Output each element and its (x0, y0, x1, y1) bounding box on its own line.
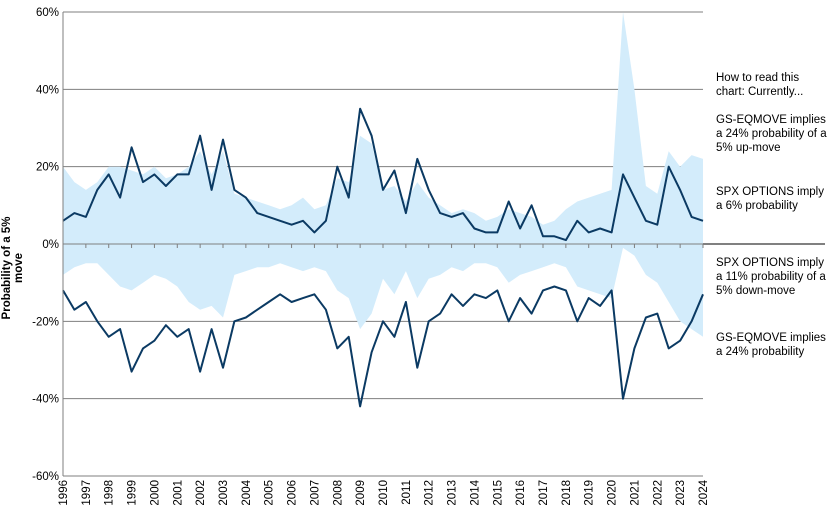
x-tick-label: 2019 (584, 480, 596, 506)
x-tick-label: 2011 (401, 480, 413, 505)
x-tick-label: 2024 (698, 479, 710, 505)
annotation-down-spx: SPX OPTIONS imply a 11% probability of a… (716, 257, 826, 297)
x-tick-label: 2010 (378, 480, 390, 506)
y-tick-label: 20% (36, 162, 59, 174)
x-tick-label: 2002 (195, 480, 207, 506)
x-tick-label: 2001 (172, 480, 184, 506)
x-tick-label: 2004 (241, 479, 253, 505)
x-tick-label: 2009 (355, 480, 367, 506)
series-line (62, 107, 704, 242)
series-area (63, 244, 703, 337)
annotation-intro: How to read this chart: Currently... (716, 72, 804, 98)
annotation-down-gs: GS-EQMOVE implies a 24% probability (716, 332, 826, 358)
x-tick-label: 2012 (424, 480, 436, 506)
series-area (63, 12, 703, 244)
x-tick-label: 2020 (607, 480, 619, 506)
y-tick-label: 60% (36, 7, 59, 19)
annotation-up-spx: SPX OPTIONS imply a 6% probability (716, 186, 824, 212)
x-tick-label: 2023 (675, 480, 687, 506)
y-tick-label: 0% (42, 239, 59, 251)
x-tick-label: 1997 (81, 480, 93, 506)
series-line (62, 285, 704, 408)
x-tick-label: 2016 (515, 480, 527, 506)
x-tick-label: 2005 (264, 480, 276, 506)
x-tick-label: 2008 (332, 480, 344, 506)
x-tick-label: 2014 (469, 479, 481, 505)
x-tick-label: 2000 (149, 480, 161, 506)
y-tick-label: -40% (32, 394, 59, 406)
x-tick-label: 1998 (104, 480, 116, 506)
y-tick-label: -20% (32, 316, 59, 328)
x-tick-label: 2013 (447, 480, 459, 506)
x-tick-label: 2006 (287, 480, 299, 506)
y-tick-label: 40% (36, 84, 59, 96)
annotation-up-gs: GS-EQMOVE implies a 24% probability of a… (716, 114, 827, 154)
x-tick-label: 2021 (629, 480, 641, 506)
x-tick-label: 2017 (538, 480, 550, 506)
x-tick-label: 2007 (309, 480, 321, 506)
y-tick-label: -60% (32, 471, 59, 483)
x-tick-label: 1996 (58, 480, 70, 506)
y-axis-label: Probability of a 5% move (1, 216, 25, 320)
x-tick-label: 2015 (492, 480, 504, 506)
x-tick-label: 2018 (561, 480, 573, 506)
x-tick-label: 2003 (218, 480, 230, 506)
x-tick-label: 2022 (652, 480, 664, 506)
x-tick-label: 1999 (127, 480, 139, 506)
